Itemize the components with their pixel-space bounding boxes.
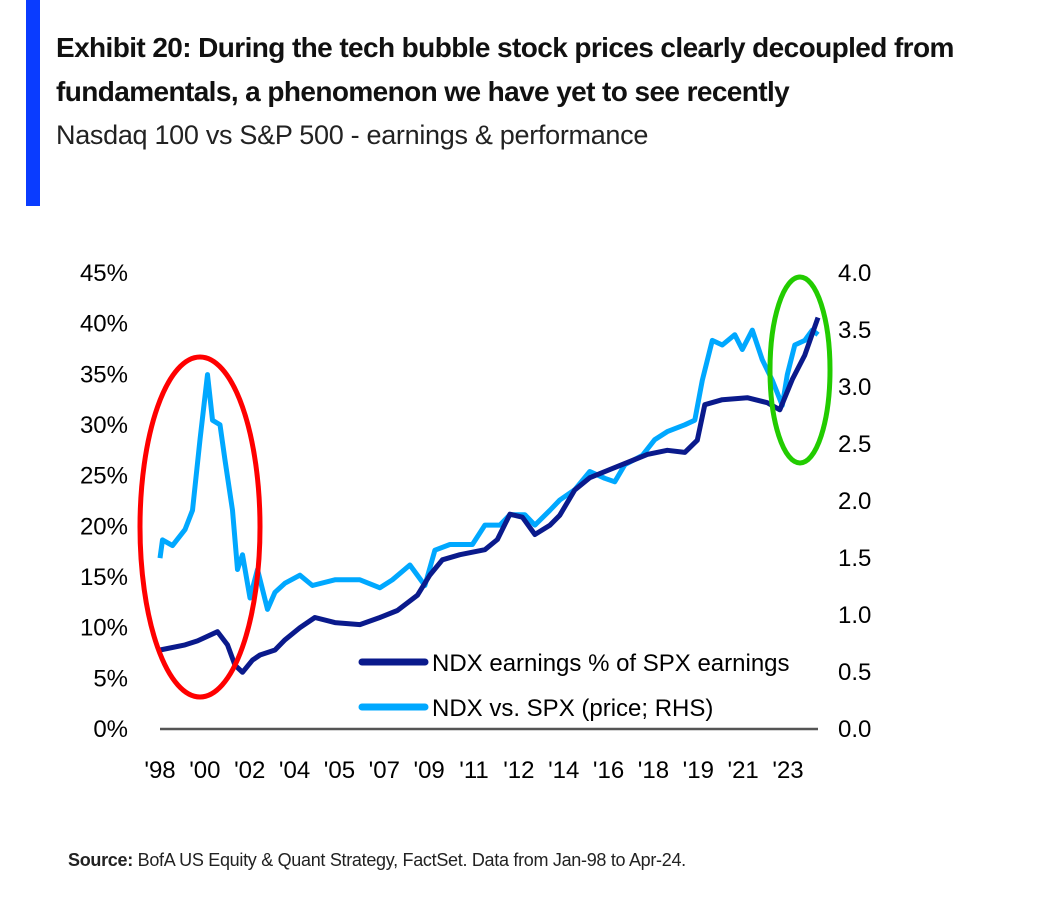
left-tick-label: 20% — [80, 513, 128, 540]
left-tick-label: 15% — [80, 564, 128, 591]
x-tick-label: '02 — [234, 757, 265, 784]
right-tick-label: 3.5 — [838, 317, 871, 344]
chart: 0% 5% 10% 15% 20% 25% 30% 35% 40% 45% 0.0 0.5 1.0 1.… — [80, 260, 871, 784]
legend-label-ndx-vs-spx: NDX vs. SPX (price; RHS) — [432, 695, 713, 722]
accent-bar — [26, 0, 40, 206]
bubble-highlight-ellipse — [137, 354, 263, 700]
series-line-ndx-earnings — [159, 316, 821, 675]
legend: NDX earnings % of SPX earnings NDX vs. S… — [358, 650, 790, 722]
x-tick-label: '05 — [324, 757, 355, 784]
chart-subtitle: Nasdaq 100 vs S&P 500 - earnings & perfo… — [56, 120, 649, 150]
x-tick-label: '07 — [369, 757, 400, 784]
source-text: BofA US Equity & Quant Strategy, FactSet… — [132, 850, 687, 870]
left-tick-label: 35% — [80, 361, 128, 388]
x-tick-label: '23 — [772, 757, 803, 784]
right-tick-label: 1.5 — [838, 545, 871, 572]
right-axis: 0.0 0.5 1.0 1.5 2.0 2.5 3.0 3.5 4.0 — [838, 260, 871, 743]
series-line-ndx-vs-spx — [157, 327, 820, 612]
x-tick-label: '04 — [279, 757, 310, 784]
right-tick-label: 0.0 — [838, 716, 871, 743]
left-tick-label: 25% — [80, 463, 128, 490]
x-tick-label: '16 — [593, 757, 624, 784]
x-tick-label: '21 — [728, 757, 759, 784]
source-note: Source: BofA US Equity & Quant Strategy,… — [68, 850, 686, 871]
right-tick-label: 2.5 — [838, 431, 871, 458]
legend-label-ndx-earnings: NDX earnings % of SPX earnings — [432, 650, 790, 677]
left-tick-label: 5% — [93, 665, 128, 692]
right-tick-label: 1.0 — [838, 602, 871, 629]
recent-highlight-ellipse — [767, 274, 833, 466]
x-axis: '98 '00 '02 '04 '05 '07 '09 '11 '12 '14 '16 '18 '19 '… — [144, 757, 803, 784]
left-axis: 0% 5% 10% 15% 20% 25% 30% 35% 40% 45% — [80, 260, 128, 743]
x-tick-label: '19 — [683, 757, 714, 784]
x-tick-label: '14 — [548, 757, 579, 784]
x-tick-label: '00 — [189, 757, 220, 784]
left-tick-label: 0% — [93, 716, 128, 743]
left-tick-label: 10% — [80, 615, 128, 642]
x-tick-label: '09 — [414, 757, 445, 784]
x-tick-label: '12 — [503, 757, 534, 784]
right-tick-label: 3.0 — [838, 374, 871, 401]
left-tick-label: 40% — [80, 311, 128, 338]
x-tick-label: '18 — [638, 757, 669, 784]
left-tick-label: 45% — [80, 260, 128, 287]
left-tick-label: 30% — [80, 412, 128, 439]
x-tick-label: '98 — [144, 757, 175, 784]
series-group — [157, 316, 821, 675]
chart-title: Exhibit 20: During the tech bubble stock… — [56, 32, 954, 107]
source-label: Source: — [68, 850, 133, 870]
right-tick-label: 2.0 — [838, 488, 871, 515]
right-tick-label: 0.5 — [838, 659, 871, 686]
right-tick-label: 4.0 — [838, 260, 871, 287]
x-tick-label: '11 — [459, 757, 489, 784]
